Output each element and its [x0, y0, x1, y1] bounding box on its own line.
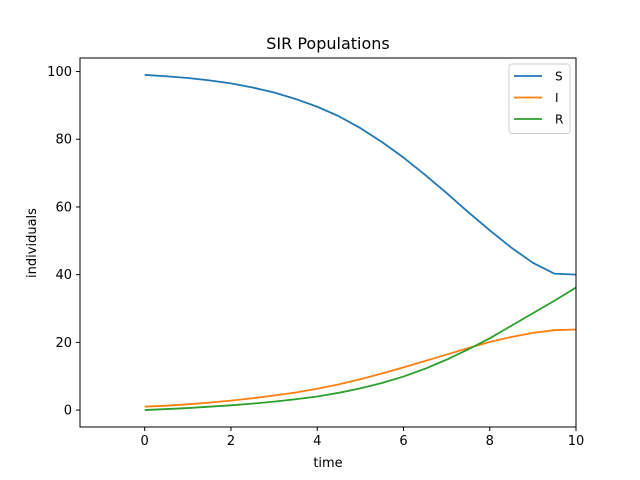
- y-tick-label: 60: [55, 200, 72, 215]
- y-tick-label: 20: [55, 336, 72, 351]
- x-tick-label: 8: [486, 434, 494, 449]
- legend-box: [508, 63, 571, 134]
- x-tick-label: 6: [399, 434, 407, 449]
- legend-label-S: S: [555, 70, 563, 84]
- x-tick-label: 0: [141, 434, 149, 449]
- y-tick-label: 80: [55, 133, 72, 148]
- x-tick-label: 4: [313, 434, 321, 449]
- chart-title: SIR Populations: [266, 34, 389, 53]
- axes-frame: [79, 57, 577, 428]
- legend: SIR: [508, 63, 571, 134]
- series-line-I: [144, 328, 576, 408]
- x-tick-label: 10: [568, 434, 585, 449]
- series-line-S: [144, 74, 576, 276]
- x-axis-label: time: [313, 456, 342, 471]
- y-tick-label: 100: [47, 65, 72, 80]
- legend-label-I: I: [555, 91, 559, 105]
- y-axis-label: individuals: [25, 208, 40, 278]
- y-tick-label: 0: [64, 404, 72, 419]
- series-line-R: [144, 286, 576, 411]
- y-tick-label: 40: [55, 268, 72, 283]
- x-tick-label: 2: [227, 434, 235, 449]
- legend-label-R: R: [555, 113, 563, 127]
